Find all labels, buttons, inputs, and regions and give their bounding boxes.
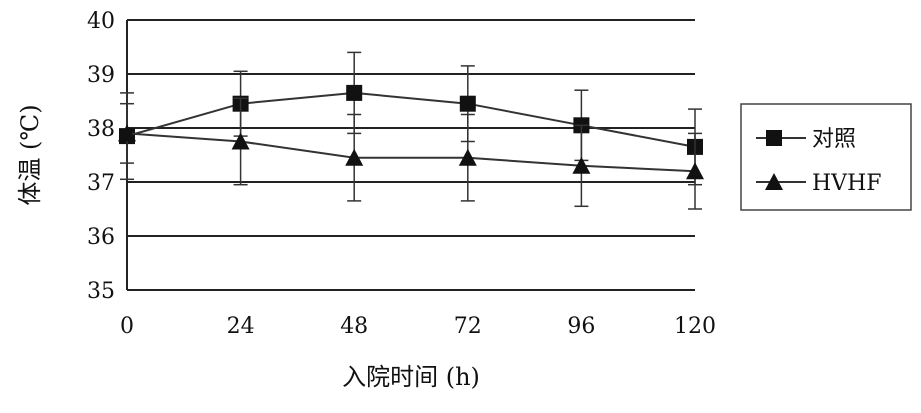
label-layer: 35 36 37 38 39 40 0 24 48 72 96 120 入院时间 (h) 体温 (℃) [16, 9, 716, 391]
x-tick-label-4: 96 [567, 314, 595, 339]
y-tick-label-2: 37 [87, 171, 115, 196]
series-0 [119, 51, 703, 186]
series-line-1 [126, 132, 696, 173]
data-point-0-2 [346, 84, 363, 101]
data-point-1-2 [345, 148, 364, 166]
y-tick-label-1: 36 [87, 225, 115, 250]
y-tick-label-3: 38 [87, 117, 115, 142]
x-axis-title: 入院时间 (h) [342, 363, 480, 391]
x-tick-label-3: 72 [454, 314, 482, 339]
series-1 [118, 97, 704, 210]
y-tick-label-5: 40 [87, 9, 115, 34]
data-point-1-1 [231, 132, 250, 150]
y-tick-label-4: 39 [87, 63, 115, 88]
legend-layer: 对照 HVHF [740, 103, 912, 211]
axis-layer [126, 20, 695, 291]
x-tick-label-2: 48 [340, 314, 368, 339]
series-layer [118, 51, 704, 210]
legend-marker-0 [766, 130, 782, 146]
legend-box [740, 103, 912, 211]
data-point-1-3 [458, 148, 477, 166]
y-tick-label-0: 35 [87, 279, 115, 304]
x-tick-label-0: 0 [120, 314, 134, 339]
y-axis-title: 体温 (℃) [16, 104, 44, 205]
legend-label-1: HVHF [812, 171, 882, 196]
legend-label-0: 对照 [812, 127, 856, 152]
series-line-0 [126, 91, 696, 148]
data-point-0-3 [459, 95, 476, 112]
x-tick-label-5: 120 [674, 314, 716, 339]
data-point-1-5 [686, 162, 704, 180]
legend-marker-1 [765, 173, 783, 190]
data-point-1-0 [118, 124, 136, 142]
grid-layer [127, 19, 695, 237]
x-tick-label-1: 24 [227, 314, 255, 339]
data-point-1-4 [572, 156, 591, 174]
legend: 对照 HVHF [740, 103, 912, 211]
